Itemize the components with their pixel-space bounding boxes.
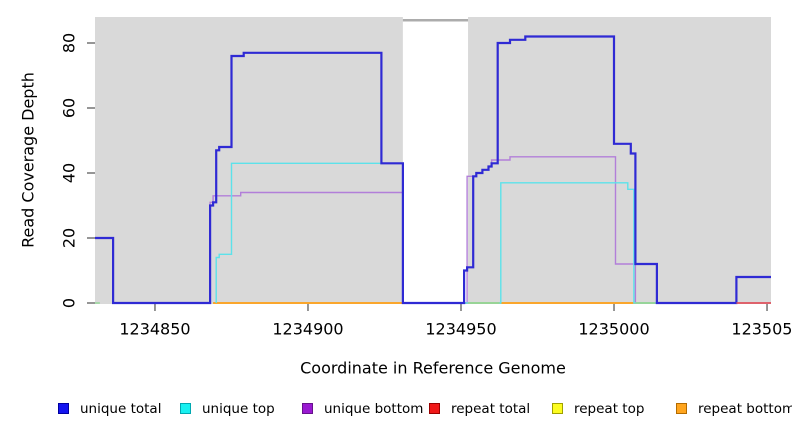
panel-background-right [468, 17, 771, 304]
legend-label: unique bottom [324, 400, 424, 417]
legend-label: repeat top [574, 400, 645, 417]
legend-label: unique total [80, 400, 162, 417]
legend-item-repeat-top: repeat top [552, 400, 644, 417]
legend-item-unique-total: unique total [58, 400, 161, 417]
legend-label: repeat bottom [698, 400, 792, 417]
y-tick-label-20: 20 [59, 227, 79, 249]
x-tick-label-1235000: 1235000 [578, 319, 650, 339]
x-tick-label-1234900: 1234900 [272, 319, 344, 339]
legend-swatch-icon [676, 403, 687, 414]
y-tick-label-40: 40 [59, 162, 79, 184]
legend-item-repeat-bottom: repeat bottom [676, 400, 792, 417]
y-tick-label-80: 80 [59, 32, 79, 54]
legend-swatch-icon [302, 403, 313, 414]
legend-swatch-icon [58, 403, 69, 414]
legend-swatch-icon [180, 403, 191, 414]
y-tick-label-0: 0 [59, 297, 79, 309]
y-axis-label: Read Coverage Depth [18, 72, 38, 248]
legend-item-unique-top: unique top [180, 400, 275, 417]
legend-label: unique top [202, 400, 275, 417]
x-tick-label-1234850: 1234850 [119, 319, 191, 339]
x-tick-label-1234950: 1234950 [425, 319, 497, 339]
legend-swatch-icon [429, 403, 440, 414]
legend-label: repeat total [451, 400, 531, 417]
legend-swatch-icon [552, 403, 563, 414]
series-line-unique-total [95, 35, 771, 305]
legend-item-repeat-total: repeat total [429, 400, 530, 417]
legend-item-unique-bottom: unique bottom [302, 400, 423, 417]
y-tick-label-60: 60 [59, 97, 79, 119]
x-axis-label: Coordinate in Reference Genome [300, 358, 566, 378]
panel-background-left [95, 17, 403, 304]
